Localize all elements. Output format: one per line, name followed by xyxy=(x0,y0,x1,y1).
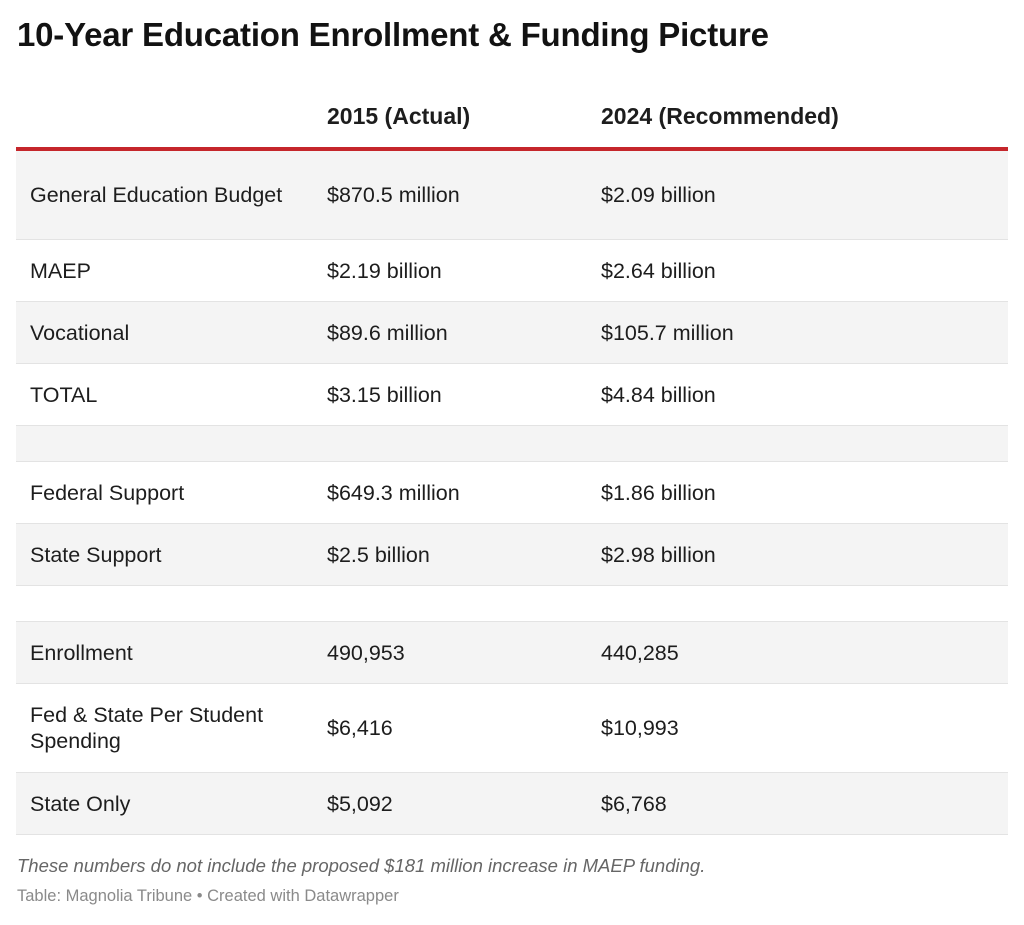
row-label: Enrollment xyxy=(30,640,133,665)
cell-2024: $105.7 million xyxy=(601,320,734,345)
source-credit: Table: Magnolia Tribune • Created with D… xyxy=(17,887,399,905)
cell-2015: $870.5 million xyxy=(327,183,460,207)
data-table: 2015 (Actual) 2024 (Recommended) General… xyxy=(16,92,1008,835)
row-label: State Support xyxy=(30,542,162,567)
cell-2015: 490,953 xyxy=(327,640,405,665)
table-row: State Only $5,092 $6,768 xyxy=(16,773,1008,835)
cell-2015: $5,092 xyxy=(327,791,393,816)
cell-2015: $2.19 billion xyxy=(327,258,442,283)
cell-2024: $2.09 billion xyxy=(601,183,716,207)
row-label: Vocational xyxy=(30,320,130,345)
row-label: General Education Budget xyxy=(30,183,283,207)
footnote: These numbers do not include the propose… xyxy=(17,855,706,876)
row-label: Federal Support xyxy=(30,480,185,505)
row-label: State Only xyxy=(30,791,131,816)
cell-2024: $6,768 xyxy=(601,791,667,816)
table-row: MAEP $2.19 billion $2.64 billion xyxy=(16,240,1008,302)
table-row xyxy=(16,586,1008,622)
table-row: Federal Support $649.3 million $1.86 billi… xyxy=(16,462,1008,524)
row-label: Fed & State Per Student Spending xyxy=(30,703,264,753)
table-row: Fed & State Per Student Spending $6,416 $1… xyxy=(16,684,1008,773)
cell-2024: $1.86 billion xyxy=(601,480,716,505)
cell-2024: $2.98 billion xyxy=(601,542,716,567)
table-row: Enrollment 490,953 440,285 xyxy=(16,622,1008,684)
table-body: General Education Budget $870.5 million $2… xyxy=(16,151,1008,835)
cell-2024: $10,993 xyxy=(601,716,679,740)
cell-2015: $6,416 xyxy=(327,716,393,740)
cell-2024: $4.84 billion xyxy=(601,382,716,407)
row-label: TOTAL xyxy=(30,382,98,407)
table-row: State Support $2.5 billion $2.98 billion xyxy=(16,524,1008,586)
cell-2015: $649.3 million xyxy=(327,480,460,505)
header-2024: 2024 (Recommended) xyxy=(601,103,839,129)
cell-2015: $2.5 billion xyxy=(327,542,430,567)
table-row: General Education Budget $870.5 million $2… xyxy=(16,151,1008,240)
row-label: MAEP xyxy=(30,258,91,283)
table-row: TOTAL $3.15 billion $4.84 billion xyxy=(16,364,1008,426)
chart-title: 10-Year Education Enrollment & Funding P… xyxy=(17,16,769,53)
cell-2024: $2.64 billion xyxy=(601,258,716,283)
table-header: 2015 (Actual) 2024 (Recommended) xyxy=(16,92,1008,151)
table-row: Vocational $89.6 million $105.7 million xyxy=(16,302,1008,364)
table-row xyxy=(16,426,1008,462)
cell-2015: $89.6 million xyxy=(327,320,448,345)
cell-2015: $3.15 billion xyxy=(327,382,442,407)
cell-2024: 440,285 xyxy=(601,640,679,665)
header-2015: 2015 (Actual) xyxy=(327,103,471,129)
